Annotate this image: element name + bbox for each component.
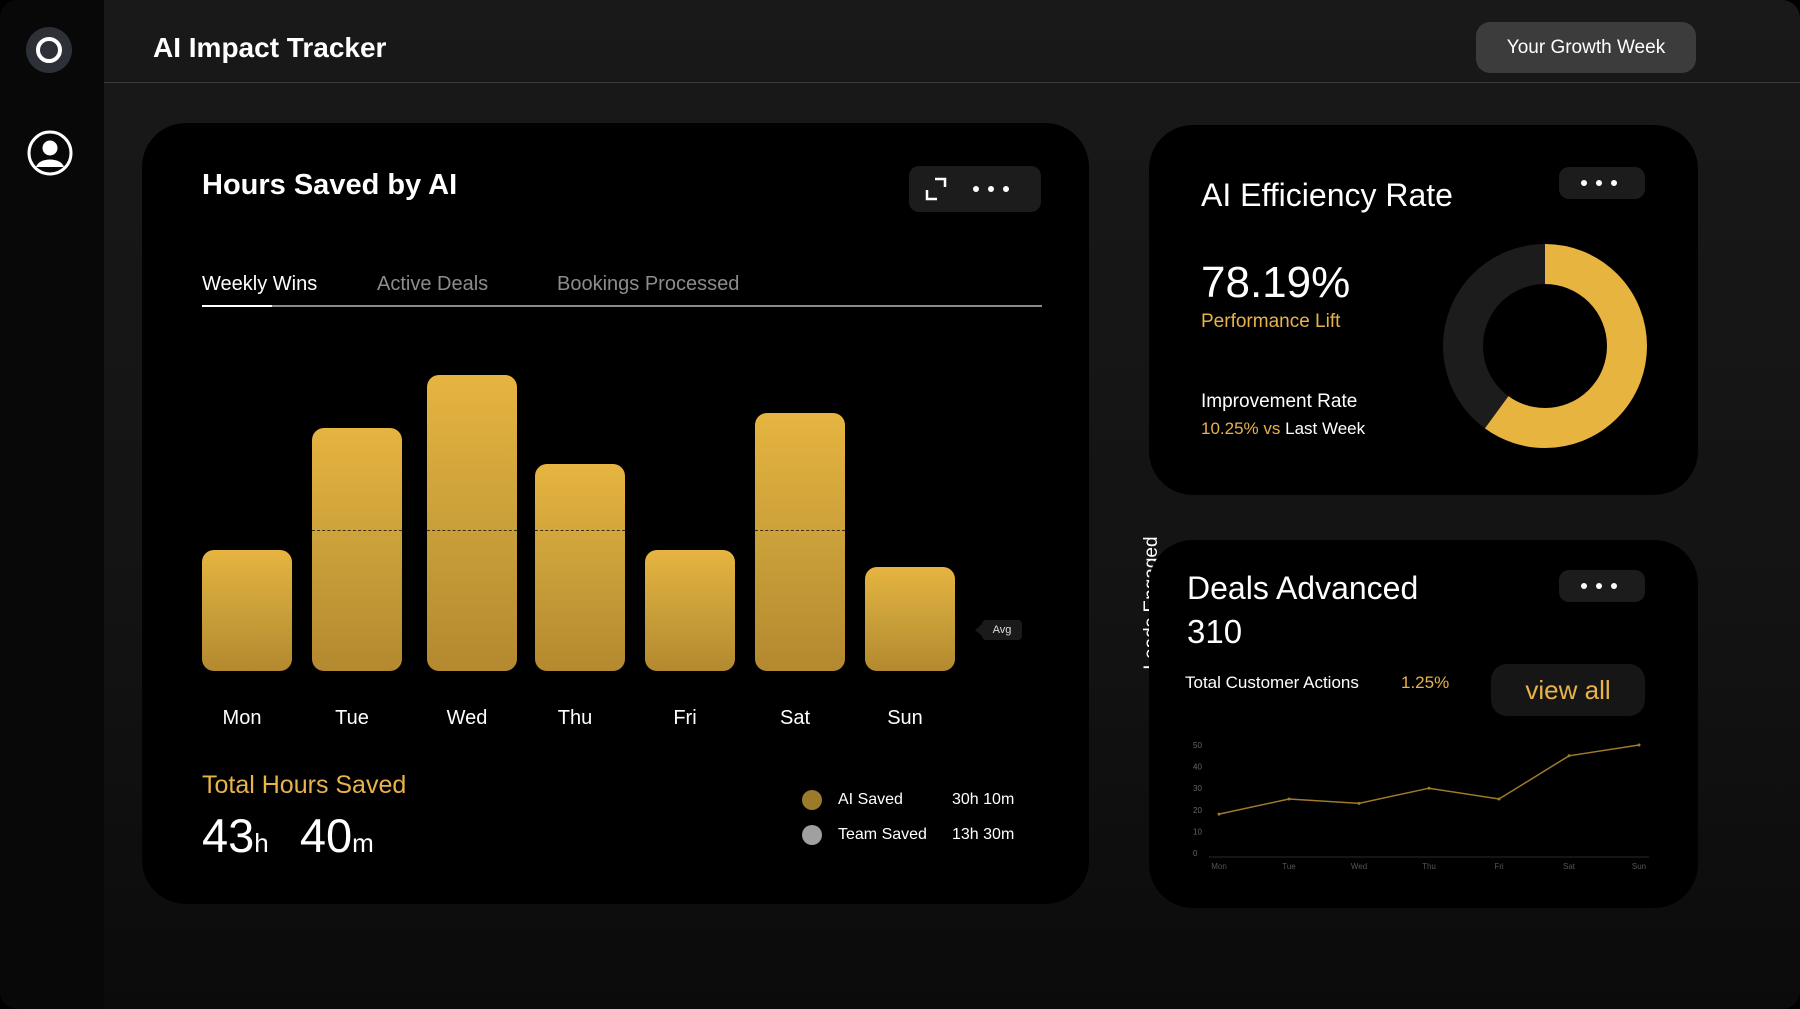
card-title: Hours Saved by AI <box>202 169 458 201</box>
efficiency-card: AI Efficiency Rate 78.19% Performance Li… <box>1149 125 1698 495</box>
user-avatar-icon[interactable] <box>27 130 73 176</box>
deals-card: Deals Advanced 310 Total Customer Action… <box>1149 540 1698 908</box>
total-hours-value: 43h 40m <box>202 808 392 863</box>
y-tick-label: 40 <box>1193 763 1202 772</box>
y-tick-label: 30 <box>1193 784 1202 793</box>
average-line <box>312 530 402 532</box>
expand-icon[interactable] <box>923 176 949 202</box>
customer-actions-label: Total Customer Actions <box>1185 673 1359 692</box>
app-title: AI Impact Tracker <box>153 32 387 63</box>
tab-bar: Weekly Wins Active Deals Bookings Proces… <box>202 273 1042 307</box>
legend-ai-saved: AI Saved 30h 10m <box>802 790 1014 810</box>
bar-tue[interactable] <box>312 428 402 671</box>
legend-dot-team-saved <box>802 825 822 845</box>
hours-unit: h <box>254 828 269 858</box>
y-tick-label: 0 <box>1193 849 1198 858</box>
bar-sun[interactable] <box>865 567 955 671</box>
minutes-number: 40 <box>299 809 353 862</box>
day-label: Tue <box>335 707 369 729</box>
tab-weekly-wins[interactable]: Weekly Wins <box>202 273 318 295</box>
legend-value: 13h 30m <box>952 826 1015 843</box>
more-options-icon <box>1581 583 1617 589</box>
bar-mon[interactable] <box>202 549 292 671</box>
card-title: AI Efficiency Rate <box>1201 177 1453 213</box>
hours-number: 43 <box>202 809 255 862</box>
legend-label: Team Saved <box>838 826 927 843</box>
legend-team-saved: Team Saved 13h 30m <box>802 825 1014 845</box>
total-hours-label: Total Hours Saved <box>202 771 407 799</box>
active-tab-indicator <box>202 305 272 307</box>
more-options-icon[interactable] <box>973 186 1009 192</box>
deals-value: 310 <box>1187 613 1243 650</box>
card-toolbar <box>909 166 1041 212</box>
improvement-pct: 10.25% vs <box>1201 419 1281 438</box>
data-point-wed <box>1357 801 1361 805</box>
day-label: Sun <box>887 707 923 729</box>
x-tick-label: Tue <box>1282 862 1296 871</box>
bar-fri[interactable] <box>645 549 735 671</box>
donut-arc <box>1443 244 1647 448</box>
x-tick-label: Mon <box>1211 862 1227 871</box>
bar-wed[interactable] <box>427 375 517 671</box>
average-line <box>755 530 845 532</box>
improvement-rate-value: 10.25% vs Last Week <box>1201 419 1365 439</box>
top-bar: AI Impact Tracker Your Growth Week <box>104 0 1800 83</box>
deals-line-chart: 0 10 20 30 40 50 Mon Tue Wed Thu Fri Sat Sun <box>1193 741 1649 871</box>
bar-thu[interactable] <box>535 463 625 671</box>
x-tick-label: Sat <box>1563 862 1576 871</box>
logo-icon[interactable] <box>26 27 72 73</box>
deals-series-line <box>1218 744 1640 815</box>
legend-label: AI Saved <box>838 791 903 808</box>
day-label: Wed <box>446 707 488 729</box>
bar-sat[interactable] <box>755 413 845 671</box>
day-label: Mon <box>222 707 262 729</box>
data-point-mon <box>1217 812 1221 816</box>
x-tick-label: Fri <box>1494 862 1504 871</box>
x-tick-label: Wed <box>1351 862 1367 871</box>
customer-actions-pct: 1.25% <box>1401 673 1450 692</box>
y-tick-label: 50 <box>1193 741 1202 750</box>
average-line <box>427 530 517 532</box>
view-all-button[interactable]: view all <box>1491 664 1645 716</box>
efficiency-donut-chart <box>1443 244 1647 448</box>
growth-week-button[interactable]: Your Growth Week <box>1476 22 1696 73</box>
legend-dot-ai-saved <box>802 790 822 810</box>
x-tick-label: Thu <box>1422 862 1436 871</box>
average-line <box>535 530 625 532</box>
day-label: Sat <box>779 707 811 729</box>
legend-value: 30h 10m <box>952 791 1015 808</box>
data-point-thu <box>1427 786 1431 790</box>
tab-bookings-processed[interactable]: Bookings Processed <box>557 273 740 295</box>
minutes-unit: m <box>352 828 374 858</box>
more-options-button[interactable] <box>1559 167 1645 199</box>
more-options-button[interactable] <box>1559 570 1645 602</box>
data-point-tue <box>1287 797 1291 801</box>
improvement-suffix: Last Week <box>1280 419 1366 438</box>
day-label: Thu <box>557 707 593 729</box>
performance-lift-label: Performance Lift <box>1201 311 1341 332</box>
more-options-icon <box>1581 180 1617 186</box>
y-tick-label: 10 <box>1193 827 1202 836</box>
data-point-sat <box>1567 754 1571 758</box>
hours-bar-chart: Mon Tue Wed Thu Fri Sat Sun <box>202 338 972 748</box>
card-title: Deals Advanced <box>1187 570 1419 606</box>
y-tick-label: 20 <box>1193 806 1202 815</box>
tab-active-deals[interactable]: Active Deals <box>377 273 489 295</box>
average-marker: Avg <box>975 620 1022 640</box>
hours-saved-card: Hours Saved by AI Weekly Wins Active Dea… <box>142 123 1162 904</box>
data-point-sun <box>1637 743 1641 747</box>
sidebar <box>0 0 104 1009</box>
data-point-fri <box>1497 797 1501 801</box>
x-tick-label: Sun <box>1632 862 1646 871</box>
improvement-rate-label: Improvement Rate <box>1201 391 1358 412</box>
efficiency-value: 78.19% <box>1201 258 1351 307</box>
day-label: Fri <box>673 707 697 729</box>
